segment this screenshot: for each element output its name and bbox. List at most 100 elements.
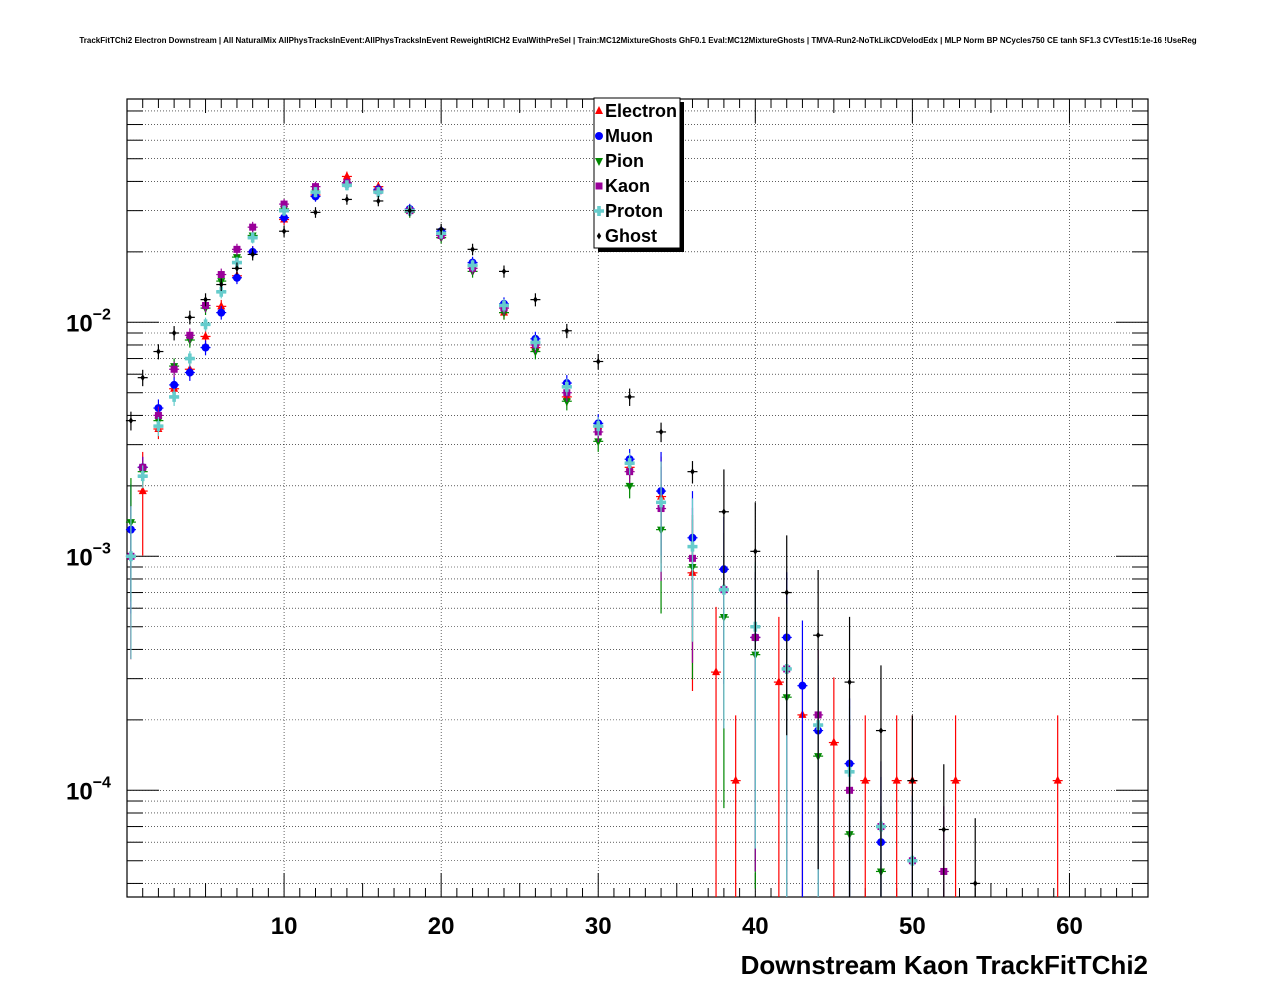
data-point [690,468,695,476]
legend-entry-electron: Electron [595,101,677,121]
data-point [170,380,179,389]
y-tick-label: 10−4 [66,774,111,805]
legend-marker [596,232,602,240]
data-point [596,357,601,365]
x-tick-label: 40 [742,913,769,940]
chart-title: TrackFitTChi2 Electron Downstream | All … [79,36,1196,45]
data-point [718,584,729,595]
data-point [407,207,412,215]
data-point [233,245,241,253]
legend: Electron Muon Pion Kaon Proton Ghost [593,97,684,252]
data-point [892,775,901,784]
data-point [973,879,978,887]
data-point [438,225,444,233]
data-point [232,273,241,282]
data-point [217,301,226,310]
data-point [137,471,148,482]
data-point [201,331,210,340]
data-point [501,267,507,275]
data-point [187,313,193,321]
data-point [658,428,664,436]
legend-entry-ghost: Ghost [596,226,657,246]
legend-label: Pion [605,151,644,171]
legend-entry-kaon: Kaon [595,176,650,196]
data-point [470,245,475,253]
data-point [656,497,667,508]
data-point [217,308,226,317]
data-point [280,213,289,222]
data-point [247,232,258,243]
data-point [533,296,538,304]
axis-ticks [126,98,1149,897]
x-tick-label: 20 [428,913,455,940]
data-point [941,826,946,834]
data-point [910,777,915,785]
x-tick-labels: 10 20 30 40 50 60 [271,913,1083,940]
data-point [186,331,194,339]
data-point [530,337,541,348]
data-point [878,727,884,735]
legend-marker [595,132,603,140]
data-point [201,343,210,352]
data-point [753,547,758,555]
series-kaon [125,177,949,897]
data-point [712,667,721,676]
data-point [171,329,177,337]
data-point [125,551,136,562]
legend-label: Muon [605,126,653,146]
data-point [721,508,727,516]
legend-box [593,97,681,249]
data-point [219,281,224,289]
data-point [310,187,321,198]
data-point [593,421,604,432]
legend-marker [595,106,603,114]
legend-label: Proton [605,201,663,221]
data-point [250,250,255,258]
legend-marker [594,206,604,216]
data-point [373,187,384,198]
data-point [625,482,634,491]
y-tick-label: 10−2 [66,306,111,337]
data-point [687,541,698,552]
data-point [153,421,164,432]
legend-label: Kaon [605,176,650,196]
data-point [829,737,838,746]
data-point [562,398,571,407]
data-point [594,438,603,447]
data-point [1053,775,1062,784]
legend-entry-pion: Pion [595,151,644,171]
data-point [138,486,147,495]
data-point [561,381,572,392]
x-axis-title: Downstream Kaon TrackFitTChi2 [741,950,1148,980]
data-point [815,631,821,639]
legend-label: Ghost [605,226,657,246]
data-point [564,327,570,335]
data-series [125,171,1063,897]
series-electron [125,171,1063,897]
data-point [624,458,635,469]
data-point [467,260,478,271]
x-tick-label: 30 [585,913,612,940]
data-point [140,374,145,382]
data-point [376,197,381,205]
legend-entry-muon: Muon [595,126,653,146]
data-point [203,296,208,304]
x-tick-label: 50 [899,913,926,940]
data-point [774,677,783,686]
data-point [154,411,162,419]
data-point [128,417,134,425]
y-tick-label: 10−3 [66,540,111,571]
data-point [342,171,351,180]
data-point [216,286,227,297]
data-point [281,227,287,235]
data-point [234,264,240,272]
data-point [200,319,211,330]
data-point [627,393,632,401]
data-point [784,589,789,597]
data-point [184,353,195,364]
series-pion [125,179,886,897]
data-point [344,195,350,203]
data-point [861,775,870,784]
legend-marker [595,158,603,166]
